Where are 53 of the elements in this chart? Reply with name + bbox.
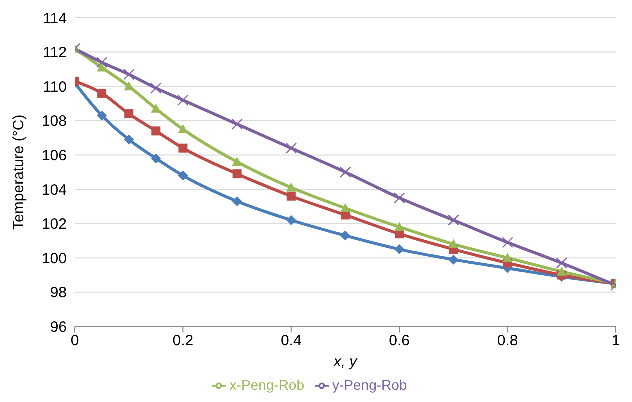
point	[286, 182, 296, 192]
point	[394, 222, 405, 232]
y-tick-label: 108	[42, 113, 67, 130]
point	[96, 56, 108, 68]
y-axis-title: Temperature (°C)	[10, 114, 28, 230]
y-tick-label: 96	[50, 319, 67, 336]
point	[556, 258, 568, 269]
point	[232, 118, 243, 130]
y-tick-label: 112	[43, 44, 67, 62]
point	[286, 142, 297, 154]
point	[152, 126, 161, 136]
point	[178, 170, 188, 181]
point	[98, 88, 107, 98]
point	[232, 170, 242, 179]
y-tick-label: 98	[50, 284, 67, 302]
legend-label: y-Peng-Rob	[332, 376, 408, 393]
point	[232, 196, 242, 207]
point	[124, 110, 134, 119]
y-tick-label: 102	[42, 216, 67, 234]
point	[150, 82, 162, 94]
point	[340, 166, 352, 178]
point	[286, 215, 296, 226]
point	[394, 192, 406, 204]
point	[97, 110, 108, 121]
x-tick-label: 0.6	[389, 332, 410, 350]
point	[124, 68, 135, 80]
point	[232, 157, 242, 166]
point	[340, 230, 350, 241]
point	[124, 134, 134, 145]
point	[448, 214, 460, 226]
x-tick-label: 0.2	[172, 332, 194, 350]
y-tick-label: 104	[42, 182, 67, 199]
y-tick-label: 110	[43, 78, 67, 96]
y-tick-label: 114	[43, 10, 67, 28]
y-tick-label: 100	[42, 250, 67, 268]
x-tick-label: 1	[612, 332, 620, 350]
point	[502, 237, 514, 248]
y-tick-label: 106	[42, 148, 67, 165]
point	[178, 144, 188, 153]
point	[286, 192, 296, 201]
point	[178, 94, 189, 106]
point	[394, 244, 405, 255]
x-axis-title: x, y	[332, 354, 359, 371]
x-tick-label: 0	[70, 332, 80, 350]
point	[502, 253, 513, 262]
point	[151, 154, 162, 164]
point	[448, 239, 459, 248]
point	[340, 203, 350, 212]
legend-label: x-Peng-Rob	[230, 376, 304, 393]
x-tick-label: 0.4	[280, 332, 302, 350]
point	[448, 254, 459, 265]
x-tick-label: 0.8	[497, 332, 518, 350]
point	[556, 266, 567, 276]
